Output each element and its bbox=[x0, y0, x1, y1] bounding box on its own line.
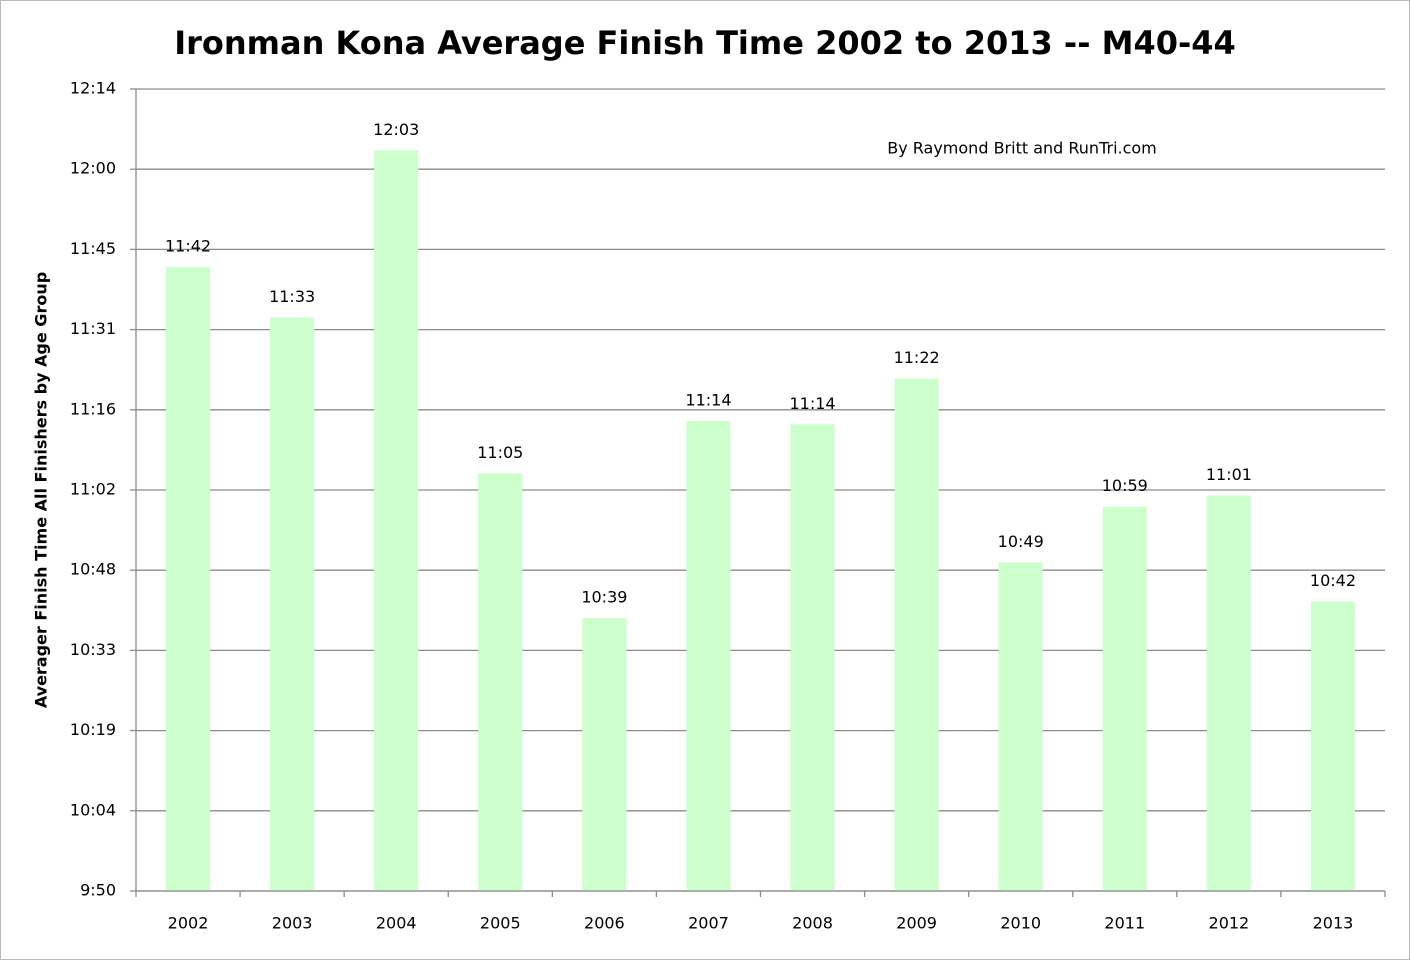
x-tick-label: 2007 bbox=[688, 914, 729, 933]
x-tick-label: 2012 bbox=[1209, 914, 1250, 933]
bar bbox=[270, 317, 315, 891]
data-label: 11:22 bbox=[894, 348, 940, 367]
y-tick-label: 11:45 bbox=[70, 239, 116, 258]
data-label: 11:01 bbox=[1206, 465, 1252, 484]
bar bbox=[686, 420, 731, 891]
x-tick-label: 2013 bbox=[1313, 914, 1354, 933]
data-label: 11:14 bbox=[685, 390, 731, 409]
y-tick-label: 11:31 bbox=[70, 319, 116, 338]
bar bbox=[790, 424, 835, 891]
data-label: 10:39 bbox=[581, 588, 627, 607]
data-label: 11:33 bbox=[269, 287, 315, 306]
bar bbox=[478, 473, 523, 891]
y-tick-label: 10:04 bbox=[70, 800, 116, 819]
data-label: 12:03 bbox=[373, 120, 419, 139]
bar bbox=[894, 378, 939, 892]
y-tick-label: 9:50 bbox=[80, 881, 116, 900]
data-label: 10:59 bbox=[1102, 476, 1148, 495]
annotation: By Raymond Britt and RunTri.com bbox=[887, 139, 1157, 158]
x-tick-label: 2008 bbox=[792, 914, 833, 933]
y-tick-label: 12:00 bbox=[70, 159, 116, 178]
x-tick-label: 2002 bbox=[168, 914, 209, 933]
y-tick-label: 11:02 bbox=[70, 480, 116, 499]
data-label: 10:49 bbox=[998, 532, 1044, 551]
x-tick-label: 2006 bbox=[584, 914, 625, 933]
x-tick-label: 2011 bbox=[1104, 914, 1145, 933]
bar bbox=[374, 150, 419, 891]
bar bbox=[1102, 506, 1147, 891]
data-label: 11:05 bbox=[477, 443, 523, 462]
x-tick-label: 2003 bbox=[272, 914, 313, 933]
bar bbox=[998, 562, 1043, 891]
y-tick-label: 12:14 bbox=[70, 79, 116, 98]
data-label: 11:42 bbox=[165, 237, 211, 256]
bar bbox=[582, 618, 627, 891]
x-tick-label: 2005 bbox=[480, 914, 521, 933]
bar bbox=[166, 267, 211, 891]
x-tick-label: 2004 bbox=[376, 914, 417, 933]
y-tick-label: 10:48 bbox=[70, 560, 116, 579]
y-tick-label: 10:33 bbox=[70, 640, 116, 659]
data-label: 10:42 bbox=[1310, 571, 1356, 590]
bar bbox=[1206, 495, 1251, 891]
bar bbox=[1310, 601, 1355, 891]
y-tick-label: 11:16 bbox=[70, 399, 116, 418]
y-axis-title: Averager Finish Time All Finishers by Ag… bbox=[32, 272, 51, 708]
data-label: 11:14 bbox=[789, 394, 835, 413]
x-tick-label: 2010 bbox=[1000, 914, 1041, 933]
y-tick-label: 10:19 bbox=[70, 720, 116, 739]
x-tick-label: 2009 bbox=[896, 914, 937, 933]
chart-title: Ironman Kona Average Finish Time 2002 to… bbox=[174, 24, 1236, 62]
